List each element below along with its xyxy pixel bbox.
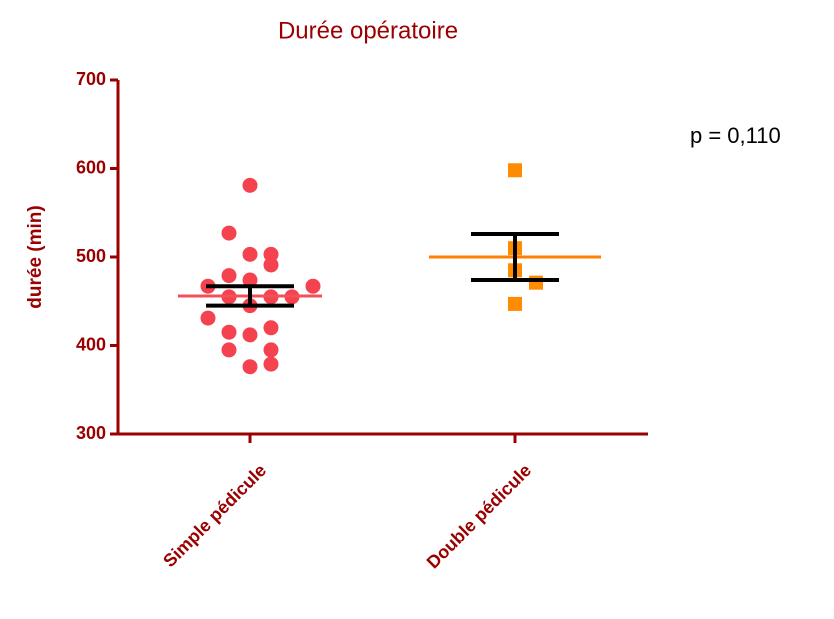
x-tick-label: Simple pédicule — [159, 460, 270, 571]
data-point — [263, 356, 279, 372]
data-point — [529, 275, 543, 290]
data-point — [242, 272, 258, 288]
data-point — [242, 177, 258, 193]
data-point — [263, 342, 279, 358]
data-point — [508, 163, 522, 178]
data-point — [508, 296, 522, 311]
y-tick-label: 500 — [76, 246, 106, 266]
chart-title: Durée opératoire — [278, 17, 458, 44]
data-point — [263, 257, 279, 273]
y-axis-label: durée (min) — [25, 205, 46, 308]
data-point — [242, 359, 258, 375]
data-point — [221, 225, 237, 241]
data-point — [221, 342, 237, 358]
data-point — [200, 310, 216, 326]
x-tick-label: Double pédicule — [423, 460, 535, 572]
y-tick-label: 700 — [76, 69, 106, 89]
data-point — [242, 327, 258, 343]
y-tick-label: 400 — [76, 334, 106, 354]
data-point — [221, 268, 237, 284]
y-tick-label: 600 — [76, 157, 106, 177]
annotation: p = 0,110 — [690, 123, 781, 148]
data-point — [305, 278, 321, 294]
data-point — [263, 320, 279, 336]
data-point — [263, 246, 279, 262]
data-point — [221, 324, 237, 340]
data-point — [242, 246, 258, 262]
y-tick-label: 300 — [76, 423, 106, 443]
